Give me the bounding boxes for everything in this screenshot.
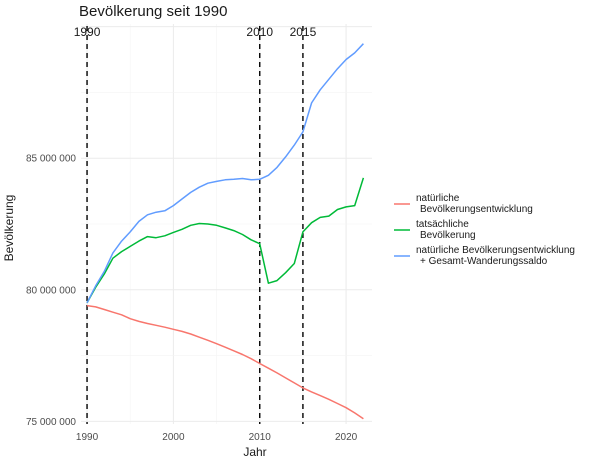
grid-lines [81,24,372,424]
legend-label: Bevölkerung [420,230,476,241]
x-tick-label: 1990 [76,432,99,443]
x-tick-label: 2000 [162,432,185,443]
series-line-3 [86,43,364,304]
reference-line-label: 1990 [74,25,101,39]
series-line-2 [86,177,365,304]
reference-lines: 1990 2010 2015 [74,25,317,424]
x-tick-label: 2010 [249,432,272,443]
reference-line-label: 2015 [290,25,317,39]
reference-line-label: 2010 [246,25,273,39]
chart-title: Bevölkerung seit 1990 [79,3,227,20]
y-axis-ticks: 75 000 000 80 000 000 85 000 000 [26,154,76,428]
legend-label: natürliche Bevölkerungsentwicklung [416,245,575,256]
x-tick-label: 2020 [335,432,358,443]
x-axis-title: Jahr [243,445,266,459]
series-lines [86,43,365,420]
x-axis-ticks: 1990 2000 2010 2020 [76,432,358,443]
y-tick-label: 75 000 000 [26,417,76,428]
y-axis-title: Bevölkerung [2,195,16,262]
legend-label: + Gesamt-Wanderungssaldo [420,256,548,267]
series-line-1 [86,304,364,420]
y-tick-label: 85 000 000 [26,154,76,165]
y-tick-label: 80 000 000 [26,285,76,296]
legend-label: natürliche [416,193,460,204]
legend-label: tatsächliche [416,219,469,230]
legend-label: Bevölkerungsentwicklung [420,204,533,215]
